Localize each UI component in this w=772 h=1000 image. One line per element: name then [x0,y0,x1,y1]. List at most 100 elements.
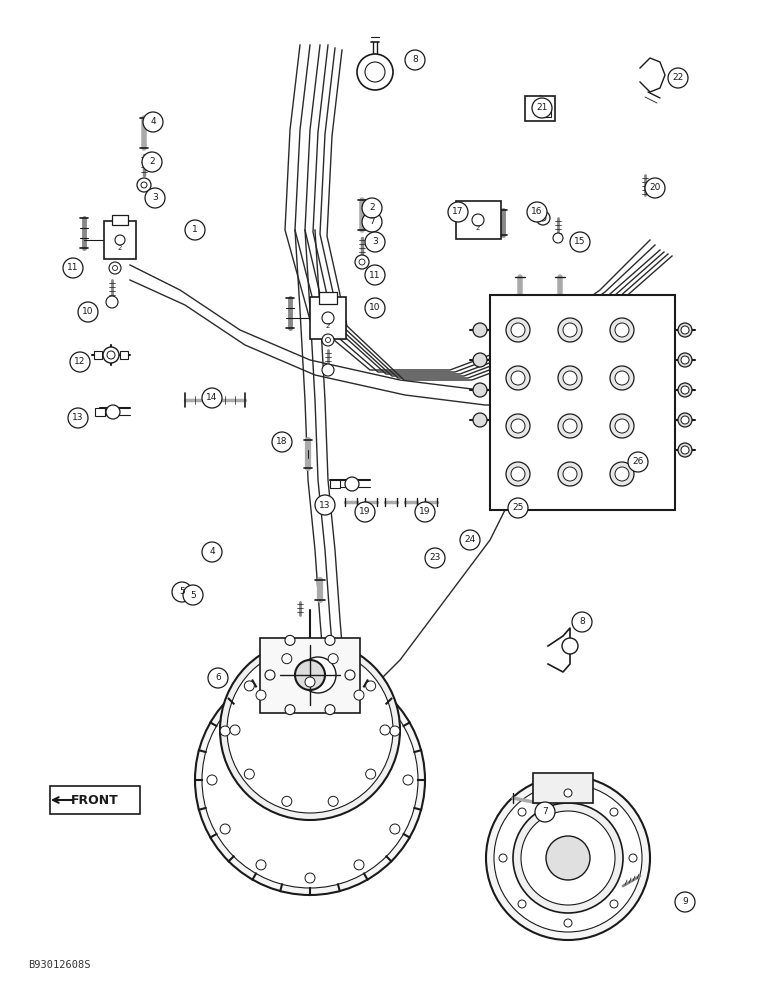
Circle shape [272,432,292,452]
Circle shape [668,68,688,88]
Circle shape [256,860,266,870]
Text: 3: 3 [372,237,378,246]
Circle shape [629,854,637,862]
Circle shape [195,665,425,895]
Circle shape [109,262,121,274]
Circle shape [511,371,525,385]
Circle shape [390,824,400,834]
Bar [310,297,346,339]
Circle shape [628,452,648,472]
Text: 5: 5 [179,587,185,596]
Circle shape [107,351,115,359]
Text: 22: 22 [672,74,684,83]
Circle shape [322,312,334,324]
Circle shape [113,265,117,270]
Circle shape [610,414,634,438]
Circle shape [345,477,359,491]
Text: 23: 23 [429,554,441,562]
Text: 8: 8 [579,617,585,626]
Text: 11: 11 [369,270,381,279]
Circle shape [675,892,695,912]
Circle shape [405,50,425,70]
Circle shape [355,255,369,269]
Circle shape [536,211,550,225]
Circle shape [678,413,692,427]
Bar [490,295,675,510]
Circle shape [473,323,487,337]
Circle shape [615,323,629,337]
Text: 21: 21 [537,104,547,112]
Circle shape [365,298,385,318]
Circle shape [415,502,435,522]
Circle shape [558,414,582,438]
Circle shape [506,414,530,438]
Text: 16: 16 [531,208,543,217]
Circle shape [535,802,555,822]
Circle shape [518,808,526,816]
Circle shape [282,654,292,664]
Circle shape [325,705,335,715]
Circle shape [511,323,525,337]
Circle shape [553,233,563,243]
Circle shape [425,548,445,568]
Circle shape [494,784,642,932]
Circle shape [615,467,629,481]
Text: 14: 14 [206,393,218,402]
Circle shape [345,670,355,680]
Circle shape [472,214,484,226]
Circle shape [220,726,230,736]
Text: 13: 13 [73,414,83,422]
Text: 2: 2 [149,157,155,166]
Circle shape [244,769,254,779]
Text: 24: 24 [465,536,476,544]
Circle shape [300,657,336,693]
Text: 2: 2 [476,225,480,231]
Bar [330,480,340,488]
Text: 10: 10 [369,304,381,312]
Circle shape [562,638,578,654]
Text: 2: 2 [326,323,330,329]
Circle shape [521,811,615,905]
Circle shape [326,338,330,342]
Bar [95,408,105,416]
Text: 6: 6 [215,674,221,682]
Circle shape [513,803,623,913]
Circle shape [362,198,382,218]
Bar [319,292,337,304]
Circle shape [610,462,634,486]
Circle shape [207,775,217,785]
Circle shape [106,296,118,308]
Circle shape [142,152,162,172]
Bar [539,107,551,117]
Text: 5: 5 [190,590,196,599]
Circle shape [145,188,165,208]
Circle shape [532,98,552,118]
Circle shape [366,769,376,779]
Circle shape [354,860,364,870]
Circle shape [610,366,634,390]
Circle shape [220,824,230,834]
Text: 18: 18 [276,438,288,446]
Circle shape [362,212,382,232]
Circle shape [610,318,634,342]
Circle shape [256,690,266,700]
Circle shape [506,462,530,486]
Text: 1: 1 [192,226,198,234]
Bar [50,786,140,814]
Text: B93012608S: B93012608S [28,960,90,970]
Circle shape [473,383,487,397]
Text: 7: 7 [369,218,375,227]
Circle shape [403,775,413,785]
Circle shape [328,796,338,806]
Circle shape [244,681,254,691]
Circle shape [365,265,385,285]
Text: 7: 7 [542,808,548,816]
Circle shape [678,443,692,457]
Circle shape [285,635,295,645]
Circle shape [390,726,400,736]
Circle shape [208,668,228,688]
Circle shape [70,352,90,372]
Circle shape [527,202,547,222]
Circle shape [295,660,325,690]
Text: 11: 11 [67,263,79,272]
